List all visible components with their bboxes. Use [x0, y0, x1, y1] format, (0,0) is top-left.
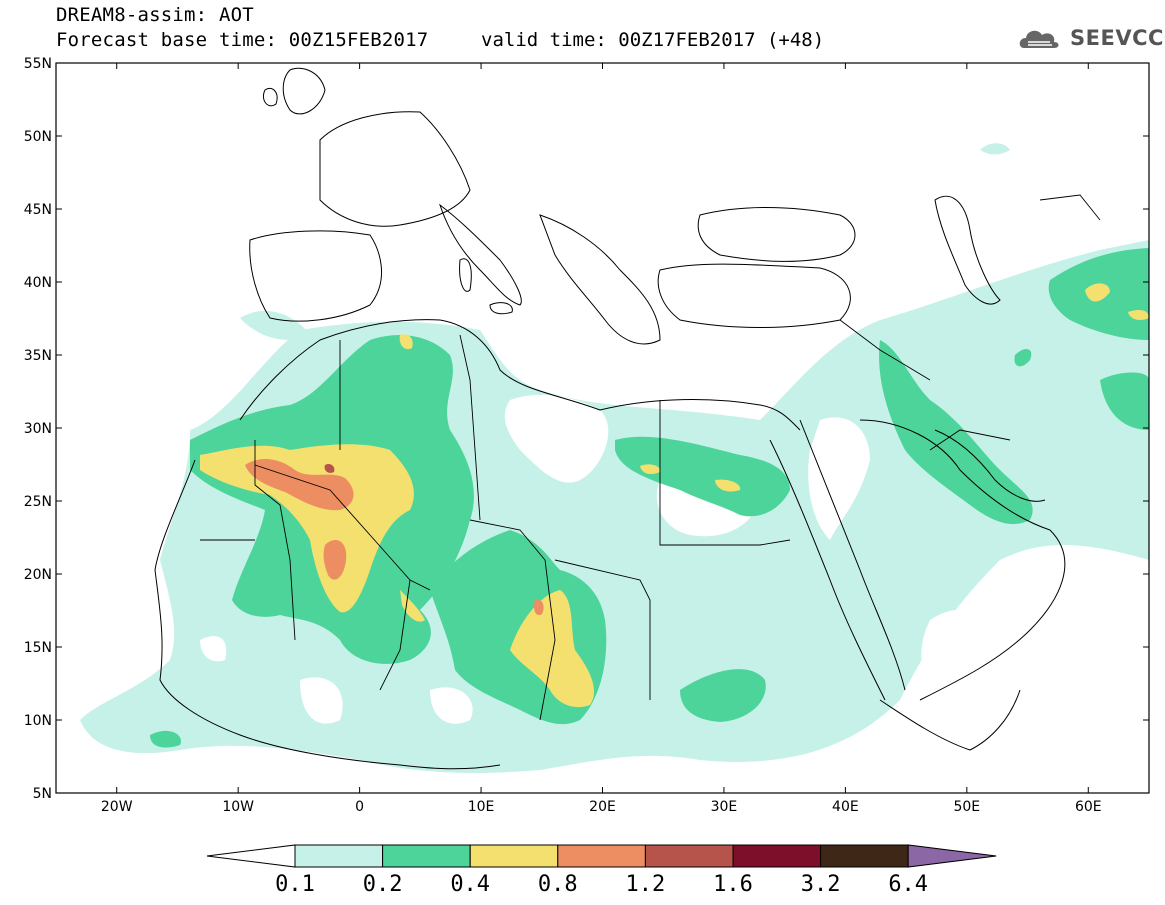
contour-0.8: [245, 458, 544, 616]
colorbar-label: 0.8: [538, 872, 578, 897]
colorbar-label: 0.2: [363, 872, 403, 897]
lat-label: 10N: [24, 713, 52, 729]
lat-label: 25N: [24, 494, 52, 510]
lat-label: 55N: [24, 56, 52, 72]
contour-0.4: [200, 283, 1149, 708]
lat-label: 40N: [24, 275, 52, 291]
lat-label: 45N: [24, 202, 52, 218]
valid-time: valid time: 00Z17FEB2017 (+48): [481, 29, 825, 51]
lon-label: 20E: [589, 799, 616, 815]
colorbar-box: [469, 844, 559, 868]
colorbar-under-triangle: [206, 844, 296, 868]
forecast-base-time: Forecast base time: 00Z15FEB2017: [56, 29, 429, 51]
lat-label: 30N: [24, 421, 52, 437]
contour-1.2: [324, 463, 335, 473]
lon-label: 30E: [711, 799, 738, 815]
lat-label: 5N: [33, 786, 52, 802]
colorbar-label: 0.4: [450, 872, 490, 897]
lon-label: 60E: [1075, 799, 1102, 815]
colorbar-box: [382, 844, 471, 868]
colorbar-box: [294, 844, 384, 868]
longitude-axis: 20W 10W 0 10E 20E 30E 40E 50E 60E: [101, 63, 1102, 815]
colorbar-label: 1.2: [626, 872, 666, 897]
lat-label: 35N: [24, 348, 52, 364]
country-borders: [200, 194, 1101, 721]
lat-label: 20N: [24, 567, 52, 583]
lon-label: 50E: [953, 799, 980, 815]
lat-label: 15N: [24, 640, 52, 656]
logo-text: SEEVCCC: [1070, 26, 1165, 50]
aot-contours: [80, 143, 1149, 773]
lon-label: 0: [355, 799, 364, 815]
lon-label: 20W: [101, 799, 133, 815]
colorbar-label: 1.6: [713, 872, 753, 897]
cloud-logo-icon: [1019, 30, 1059, 48]
colorbar-box: [732, 844, 822, 868]
colorbar-box: [557, 844, 646, 868]
contour-0.2: [150, 248, 1149, 748]
latitude-axis: 55N 50N 45N 40N 35N 30N 25N 20N 15N 10N 5N: [24, 56, 1149, 802]
colorbar-label: 0.1: [275, 872, 315, 897]
lon-label: 40E: [832, 799, 859, 815]
lat-label: 50N: [24, 129, 52, 145]
lon-label: 10E: [468, 799, 495, 815]
colorbar-over-triangle: [907, 844, 997, 868]
lon-label: 10W: [222, 799, 254, 815]
colorbar: 0.1 0.2 0.4 0.8 1.2 1.6 3.2 6.4: [206, 844, 997, 897]
colorbar-box: [644, 844, 734, 868]
colorbar-label: 3.2: [801, 872, 841, 897]
colorbar-box: [820, 844, 909, 868]
colorbar-label: 6.4: [888, 872, 928, 897]
map-title: DREAM8-assim: AOT: [56, 4, 254, 26]
